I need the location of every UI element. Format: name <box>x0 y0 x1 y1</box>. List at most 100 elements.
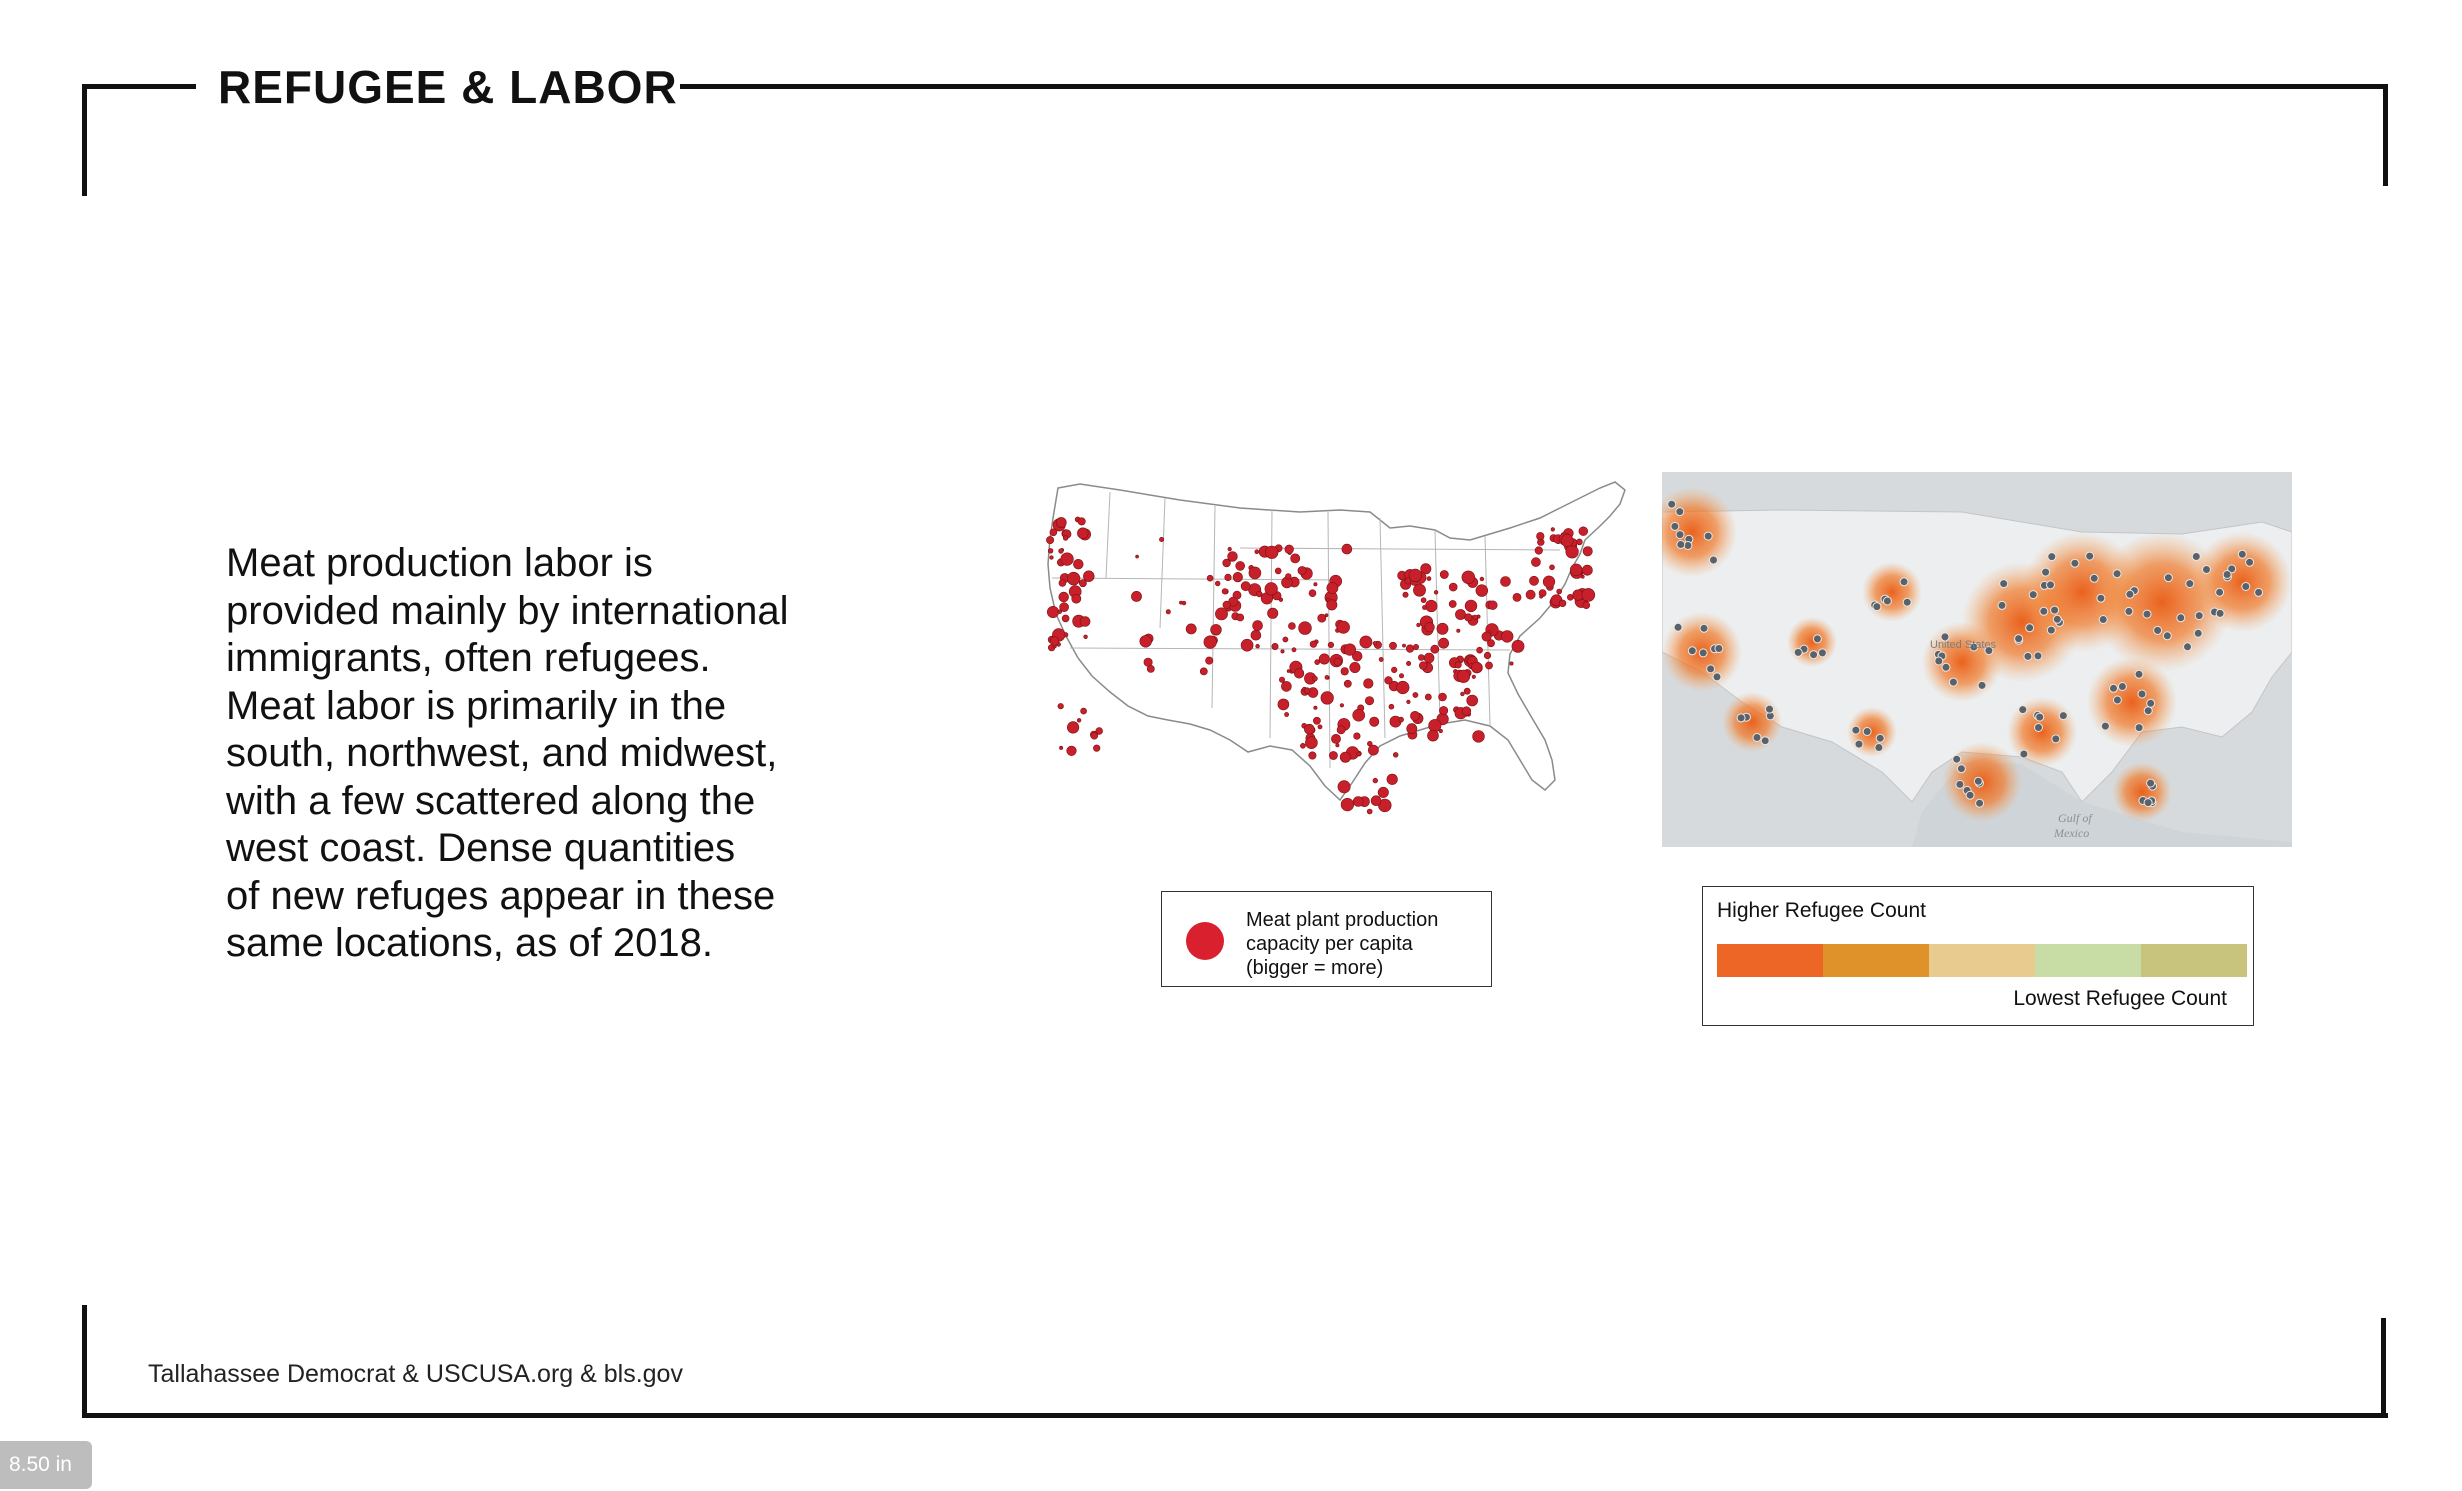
meat-plant-dot <box>1406 661 1412 667</box>
refugee-legend: Higher Refugee Count Lowest Refugee Coun… <box>1702 886 2254 1026</box>
meat-plant-dot <box>1210 624 1222 636</box>
refugee-point <box>2183 642 2192 652</box>
refugee-heat-map: United States Gulf of Mexico <box>1662 472 2292 847</box>
meat-plant-dot <box>1356 751 1361 756</box>
refugee-point <box>2039 606 2049 616</box>
meat-plant-dot <box>1500 576 1511 587</box>
meat-plant-dot <box>1340 667 1349 676</box>
meat-plant-dot <box>1252 620 1263 631</box>
refugee-point <box>1874 743 1884 752</box>
meat-plant-dot <box>1297 566 1307 576</box>
meat-plant-dot <box>1079 579 1087 588</box>
meat-plant-dot <box>1146 664 1155 673</box>
meat-plant-dot <box>1308 589 1317 597</box>
meat-plant-dot <box>1426 576 1432 581</box>
refugee-point <box>2202 565 2211 574</box>
refugee-point <box>1706 664 1716 674</box>
refugee-point <box>1973 776 1983 786</box>
body-line: immigrants, often refugees. <box>226 636 711 680</box>
meat-plant-dot <box>1222 558 1231 568</box>
frame-top-right <box>680 84 2388 89</box>
meat-plant-dot <box>1313 705 1318 710</box>
meat-plant-dot <box>1215 580 1221 587</box>
meat-plant-dot <box>1083 570 1095 582</box>
meat-plant-dot <box>1066 745 1077 756</box>
refugee-point <box>2176 613 2186 623</box>
heat-blob <box>2112 762 2172 822</box>
refugee-point <box>1676 540 1686 549</box>
meat-plant-dot <box>1430 644 1440 654</box>
refugee-point <box>1765 704 1774 714</box>
meat-plant-dot <box>1566 594 1574 601</box>
refugee-point <box>1687 646 1697 656</box>
refugee-point <box>2112 569 2122 579</box>
refugee-point <box>2034 723 2043 732</box>
refugee-point <box>2050 605 2060 615</box>
meat-plant-dot <box>1256 590 1263 598</box>
meat-plant-dot <box>1377 786 1389 798</box>
meat-plant-dot <box>1049 555 1054 560</box>
frame-top-left <box>82 84 196 89</box>
meat-plant-dot <box>1343 643 1357 656</box>
meat-plant-dot <box>1386 773 1398 785</box>
meat-plant-dot <box>1353 732 1361 740</box>
meat-plant-dot <box>1280 649 1285 654</box>
meat-plant-dot <box>1448 582 1458 592</box>
legend-swatch <box>2141 944 2247 977</box>
meat-plant-dot <box>1290 553 1301 564</box>
meat-plant-dot <box>1324 675 1330 680</box>
refugee-point <box>1673 622 1683 632</box>
meat-plant-dot <box>1359 635 1373 649</box>
meat-plant-dot <box>1058 548 1064 554</box>
refugee-point <box>2124 606 2134 616</box>
zoom-indicator[interactable]: 8.50 in <box>0 1441 92 1489</box>
meat-plant-dot <box>1367 744 1379 756</box>
meat-plant-dot <box>1488 600 1498 610</box>
meat-plant-dot <box>1047 606 1059 619</box>
meat-plant-dot <box>1240 638 1254 652</box>
refugee-point <box>2035 712 2045 722</box>
meat-plant-map <box>1046 481 1626 815</box>
meat-plant-dot <box>1406 723 1418 735</box>
body-line: south, northwest, and midwest, <box>226 731 778 775</box>
legend-line: Meat plant production <box>1246 909 1439 931</box>
meat-plant-dot <box>1267 607 1279 619</box>
refugee-point <box>2041 567 2051 577</box>
us-outline <box>1047 481 1626 802</box>
meat-plant-dot <box>1372 777 1378 784</box>
meat-plant-dot <box>1398 716 1404 723</box>
meat-plant-dot <box>1578 526 1588 536</box>
meat-plant-dot <box>1423 652 1435 664</box>
meat-plant-dot <box>1558 599 1567 608</box>
meat-plant-dot <box>1277 698 1290 711</box>
meat-plant-dot <box>1501 630 1514 643</box>
meat-plant-dot <box>1055 517 1067 528</box>
meat-plant-dot <box>1337 780 1351 794</box>
meat-plant-dot <box>1185 623 1197 635</box>
meat-plant-dot <box>1326 599 1338 611</box>
meat-plant-dot <box>1438 728 1443 734</box>
refugee-point <box>2052 614 2062 624</box>
meat-plant-dot <box>1512 592 1522 602</box>
meat-plant-dot <box>1364 696 1374 706</box>
refugee-point <box>1997 600 2007 610</box>
meat-plant-dot <box>1203 635 1217 649</box>
meat-plant-dot <box>1298 621 1312 635</box>
meat-plant-dot <box>1309 640 1318 648</box>
refugee-point <box>1862 727 1872 736</box>
meat-plant-dot <box>1077 517 1086 526</box>
body-line: west coast. Dense quantities <box>226 826 736 870</box>
legend-swatch <box>1717 944 1823 977</box>
refugee-point <box>2134 669 2144 679</box>
refugee-point <box>2025 623 2035 633</box>
refugee-point <box>2193 628 2203 638</box>
meat-plant-dot <box>1139 635 1152 648</box>
refugee-point <box>2237 549 2247 559</box>
meat-legend: Meat plant production capacity per capit… <box>1161 891 1492 987</box>
meat-plant-dot <box>1328 751 1338 760</box>
meat-plant-dot <box>1410 710 1420 721</box>
meat-plant-dot <box>1317 724 1323 730</box>
meat-plant-dot <box>1227 546 1232 552</box>
refugee-point <box>2163 573 2173 583</box>
